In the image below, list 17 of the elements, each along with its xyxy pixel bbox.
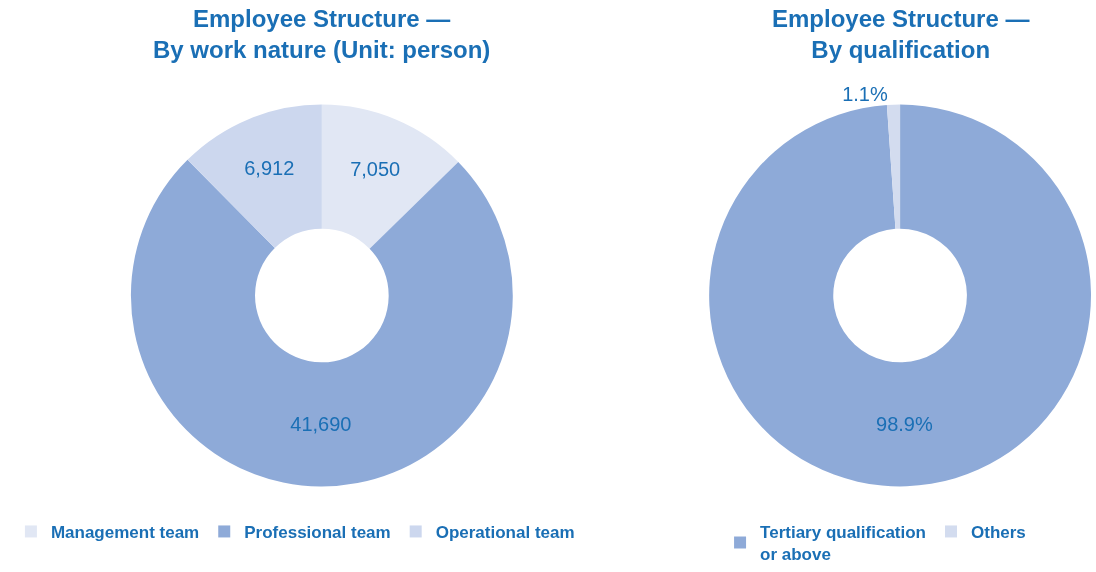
legend-label: Operational team — [435, 523, 575, 543]
data-label: 98.9% — [876, 413, 933, 436]
data-label: 1.1% — [842, 82, 888, 105]
donut-slice — [187, 104, 322, 248]
legend-label: Tertiary qualification or above — [760, 523, 927, 565]
donut-slice — [321, 104, 459, 249]
legend-label: Professional team — [244, 523, 391, 543]
legend-label: Others — [971, 523, 1026, 543]
donut-slice — [709, 104, 1091, 487]
data-label: 41,690 — [290, 413, 352, 436]
data-label: 6,912 — [244, 156, 295, 179]
legend-label: Management team — [50, 523, 200, 543]
data-label: 7,050 — [350, 157, 401, 180]
chart-title: Employee Structure — By work nature (Unit: person) — [153, 5, 491, 64]
donut-slice — [886, 104, 901, 229]
chart-title: Employee Structure — By qualification — [772, 5, 1030, 64]
donut-slice — [130, 159, 513, 487]
